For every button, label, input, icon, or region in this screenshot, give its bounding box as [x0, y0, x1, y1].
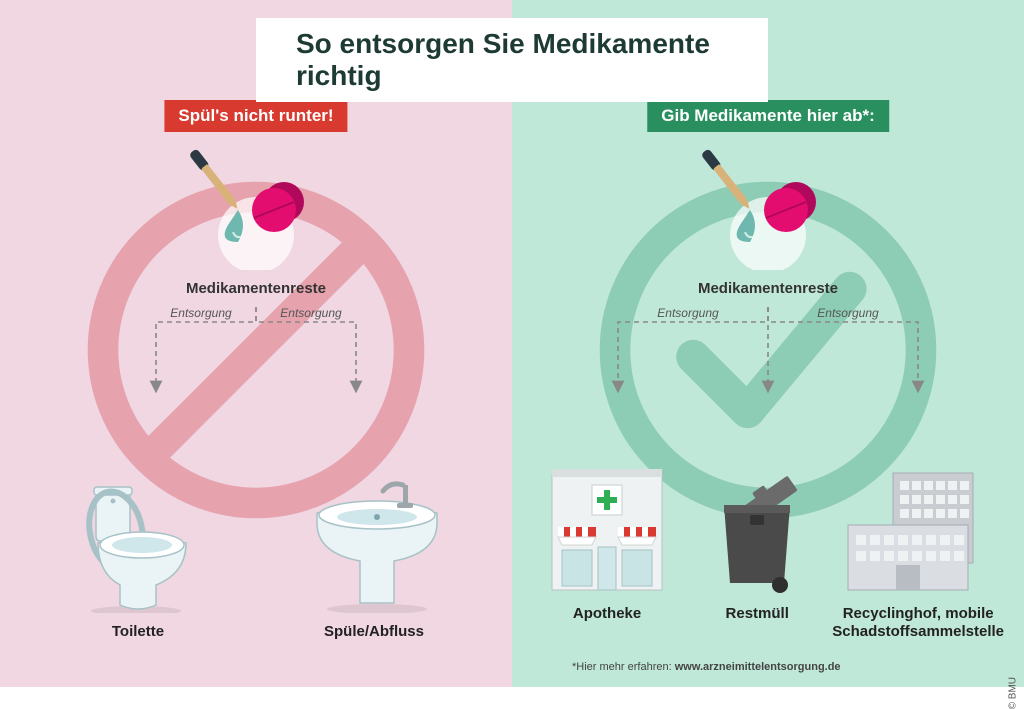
toilet-label: Toilette	[20, 623, 256, 642]
item-toilet: Toilette	[20, 473, 256, 642]
svg-text:Entsorgung: Entsorgung	[657, 306, 719, 320]
facility-label: Recyclinghof, mobileSchadstoffsammelstel…	[832, 605, 1004, 643]
disposal-row-left: Toilette	[0, 473, 512, 642]
badge-do: Gib Medikamente hier ab*:	[647, 100, 889, 132]
facility-icon	[838, 455, 998, 595]
toilet-icon	[68, 473, 208, 613]
item-pharmacy: Apotheke	[532, 455, 682, 643]
svg-text:Entsorgung: Entsorgung	[280, 306, 342, 320]
bin-label: Restmüll	[682, 605, 832, 624]
copyright: © BMU	[1007, 677, 1018, 709]
item-bin: Restmüll	[682, 455, 832, 643]
title-bar: So entsorgen Sie Medikamente richtig	[256, 18, 768, 102]
disposal-row-right: Apotheke	[512, 455, 1024, 643]
arrows-right: Entsorgung Entsorgung	[548, 302, 988, 402]
badge-dont: Spül's nicht runter!	[164, 100, 347, 132]
medication-label-right: Medikamentenreste	[698, 280, 838, 297]
panel-do: Gib Medikamente hier ab*: Medikamentenre…	[512, 0, 1024, 687]
pharmacy-label: Apotheke	[532, 605, 682, 624]
pharmacy-icon	[542, 455, 672, 595]
medication-icon-right	[668, 140, 868, 275]
svg-text:Entsorgung: Entsorgung	[170, 306, 232, 320]
medication-label: Medikamentenreste	[186, 280, 326, 297]
sink-icon	[299, 473, 449, 613]
medication-icon	[156, 140, 356, 275]
bin-icon	[702, 455, 812, 595]
svg-text:Entsorgung: Entsorgung	[817, 306, 879, 320]
panel-dont: Spül's nicht runter! Medikamen	[0, 0, 512, 687]
page-title: So entsorgen Sie Medikamente richtig	[296, 28, 728, 92]
footnote: *Hier mehr erfahren: www.arzneimittelent…	[572, 661, 841, 673]
item-sink: Spüle/Abfluss	[256, 473, 492, 642]
item-facility: Recyclinghof, mobileSchadstoffsammelstel…	[832, 455, 1004, 643]
arrows-left: Entsorgung Entsorgung	[86, 302, 426, 402]
sink-label: Spüle/Abfluss	[256, 623, 492, 642]
infographic-container: Spül's nicht runter! Medikamen	[0, 0, 1024, 687]
